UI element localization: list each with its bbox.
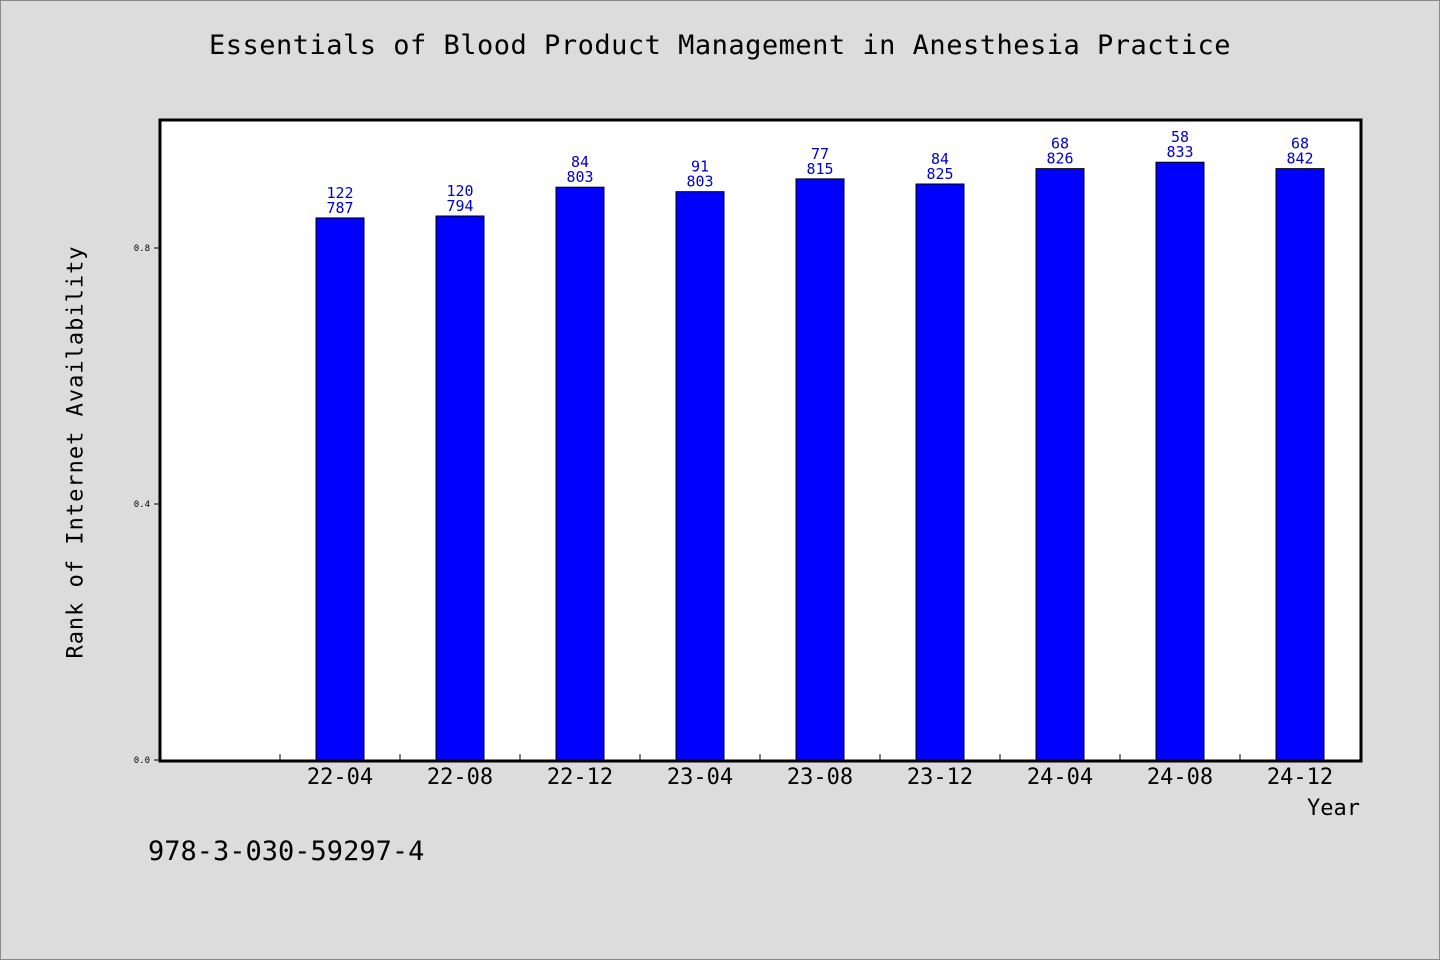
data-label-bottom: 787	[326, 199, 353, 217]
x-axis-label: Year	[1307, 796, 1360, 821]
data-label-bottom: 803	[686, 173, 713, 191]
bar	[435, 215, 485, 761]
bar	[675, 191, 725, 761]
data-label-top: 91	[691, 158, 709, 176]
data-label-bottom: 825	[926, 165, 953, 183]
bar	[1275, 168, 1325, 761]
data-label-top: 122	[326, 184, 353, 202]
data-label-bottom: 842	[1286, 150, 1313, 168]
x-tick-label: 22-12	[547, 765, 613, 790]
y-tick-label: 0.4	[134, 500, 150, 510]
data-label-top: 68	[1051, 135, 1069, 153]
data-label-top: 77	[811, 145, 829, 163]
x-tick-label: 22-04	[307, 765, 373, 790]
data-label-bottom: 826	[1046, 150, 1073, 168]
data-label-top: 84	[571, 153, 589, 171]
data-label-bottom: 815	[806, 160, 833, 178]
data-label-top: 58	[1171, 128, 1189, 146]
data-label-top: 68	[1291, 135, 1309, 153]
x-tick-label: 24-04	[1027, 765, 1093, 790]
bar	[1035, 168, 1085, 761]
y-tick-label: 0.0	[134, 756, 150, 766]
bar	[795, 178, 845, 761]
data-label-bottom: 794	[446, 197, 473, 215]
x-tick-label: 24-08	[1147, 765, 1213, 790]
x-tick-label: 23-04	[667, 765, 733, 790]
bar	[1155, 161, 1205, 761]
bar	[315, 217, 365, 761]
data-label-bottom: 833	[1166, 143, 1193, 161]
bars-group	[315, 161, 1325, 761]
x-tick-label: 23-12	[907, 765, 973, 790]
data-label-top: 120	[446, 182, 473, 200]
data-label-bottom: 803	[566, 168, 593, 186]
x-tick-label: 22-08	[427, 765, 493, 790]
data-label-top: 84	[931, 150, 949, 168]
x-tick-label: 23-08	[787, 765, 853, 790]
isbn-label: 978-3-030-59297-4	[148, 836, 425, 867]
x-tick-label: 24-12	[1267, 765, 1333, 790]
bar	[915, 183, 965, 761]
labels-group: 22-0478712222-0879412022-128038423-04803…	[307, 128, 1333, 790]
bar	[555, 186, 605, 761]
axis-ticks: 0.0 0.4 0.8	[134, 244, 1361, 766]
y-tick-label: 0.8	[134, 244, 150, 254]
chart-title: Essentials of Blood Product Management i…	[208, 30, 1232, 61]
